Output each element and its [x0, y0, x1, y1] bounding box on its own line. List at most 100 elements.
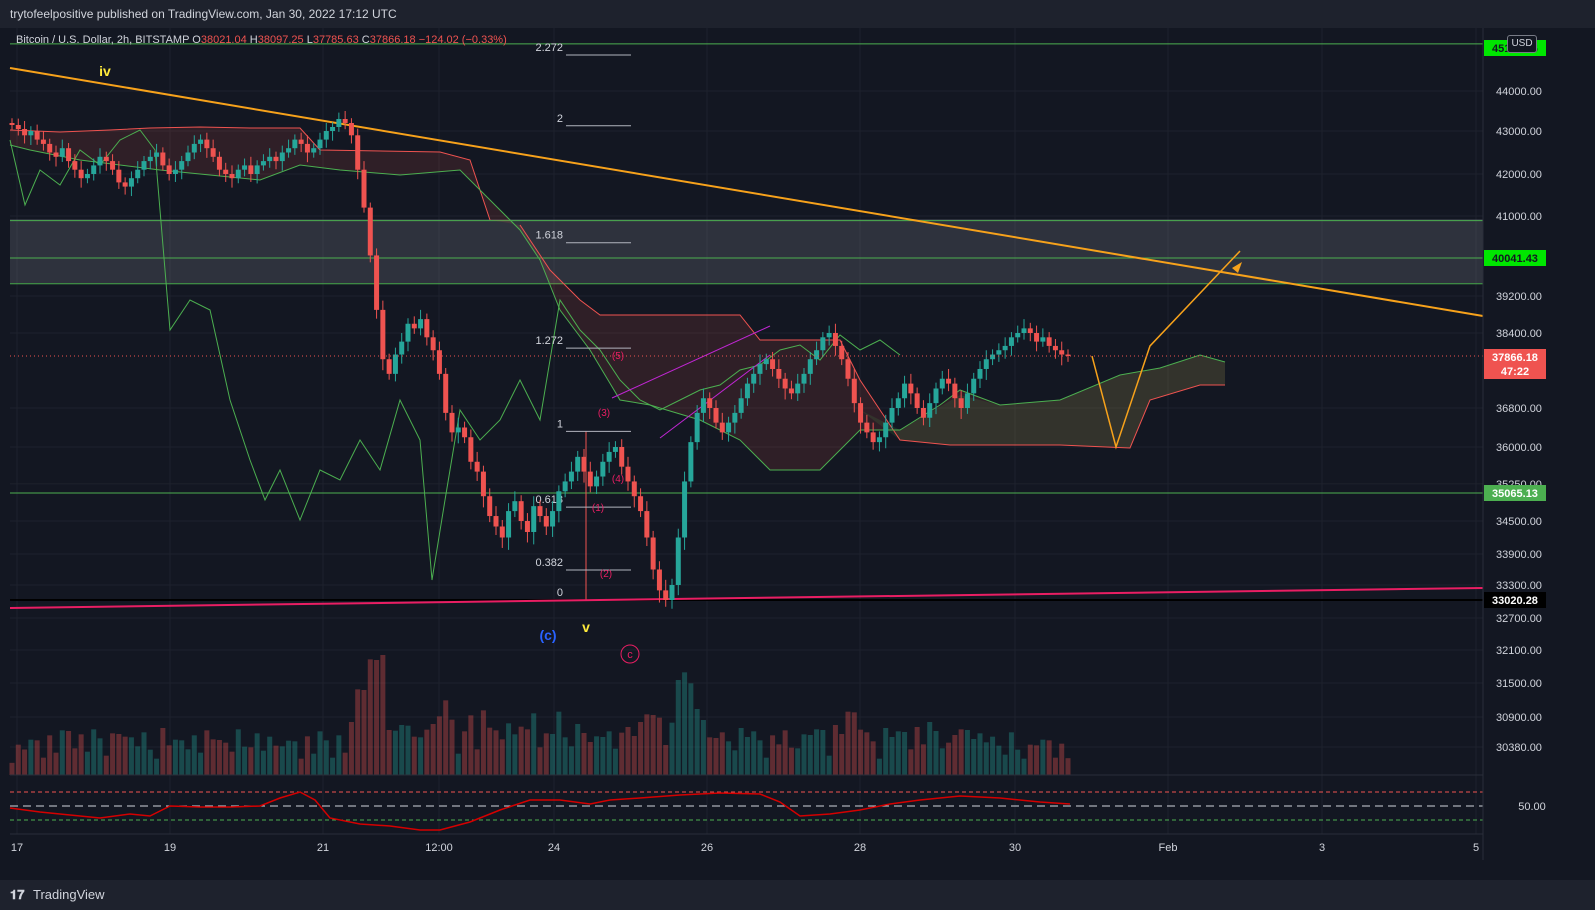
candle-body	[933, 388, 939, 404]
volume-bar	[103, 755, 109, 775]
candle-body	[311, 148, 317, 153]
volume-bar	[952, 735, 958, 775]
candle-body	[990, 354, 996, 360]
projection-arrowhead	[1232, 262, 1242, 273]
candle-body	[983, 359, 989, 369]
brand-name[interactable]: TradingView	[33, 887, 105, 902]
volume-bar	[543, 733, 549, 775]
candle-body	[644, 511, 650, 538]
candle-body	[751, 373, 757, 384]
volume-bar	[719, 732, 725, 775]
time-axis[interactable]: 17 19 21 12:00 24 26 28 30 Feb 3 5	[11, 842, 1479, 854]
candle-body	[870, 432, 876, 443]
candle-body	[34, 131, 40, 140]
volume-bar	[185, 749, 191, 775]
volume-bar	[939, 748, 945, 775]
close-value: 37866.18	[369, 34, 416, 46]
volume-bar	[424, 729, 430, 775]
candle-body	[568, 471, 574, 482]
candle-body	[1008, 337, 1014, 346]
price-badge	[1484, 349, 1546, 365]
fib-level-label: 0	[557, 587, 563, 599]
volume-bar	[1059, 743, 1065, 775]
volume-bar	[996, 745, 1002, 775]
volume-bar	[59, 730, 65, 775]
volume-bar	[732, 750, 738, 775]
candle-body	[902, 383, 908, 399]
time-tick-label: 5	[1473, 842, 1479, 854]
volume-bar	[568, 746, 574, 775]
volume-bar	[248, 747, 254, 775]
candle-body	[455, 427, 461, 433]
candle-body	[889, 408, 895, 423]
candle-body	[191, 143, 197, 153]
volume-bar	[902, 732, 908, 775]
price-tick-label: 43000.00	[1496, 126, 1542, 138]
volume-bar	[405, 725, 411, 775]
volume-bar	[889, 737, 895, 775]
volume-bar	[531, 713, 537, 775]
candle-body	[1059, 350, 1065, 355]
volume-bar	[788, 747, 794, 775]
candle-body	[895, 398, 901, 408]
candle-body	[845, 359, 851, 379]
volume-bar	[15, 744, 21, 775]
candle-body	[229, 174, 235, 179]
candle-body	[556, 491, 562, 512]
volume-bar	[436, 716, 442, 775]
candle-body	[757, 364, 763, 374]
price-axis[interactable]: 44000.00 43000.00 42000.00 41000.00 39200.00…	[1496, 86, 1542, 754]
volume-bar	[216, 740, 222, 775]
currency-badge[interactable]: USD	[1507, 35, 1537, 53]
candle-body	[223, 169, 229, 174]
candle-body	[110, 161, 116, 170]
volume-bar	[820, 730, 826, 775]
candle-body	[600, 461, 606, 477]
volume-bar	[298, 758, 304, 775]
volume-bar	[663, 745, 669, 775]
wave-label: (c)	[539, 627, 556, 643]
candle-body	[537, 506, 543, 517]
candle-body	[996, 350, 1002, 355]
volume-bar	[1034, 745, 1040, 775]
tradingview-logo-icon[interactable]: 𝟏𝟕	[10, 887, 25, 902]
time-tick-label: 19	[164, 842, 176, 854]
time-tick-label: 26	[701, 842, 713, 854]
fib-level-label: 0.618	[535, 494, 563, 506]
volume-bar	[223, 742, 229, 775]
candle-body	[550, 511, 556, 527]
volume-bar	[883, 728, 889, 775]
candle-body	[399, 341, 405, 355]
candle-body	[619, 447, 625, 467]
support-trendline	[9, 587, 1484, 609]
candle-body	[210, 148, 216, 157]
ohlc-legend: Bitcoin / U.S. Dollar, 2h, BITSTAMP O380…	[16, 34, 507, 46]
symbol-title[interactable]: Bitcoin / U.S. Dollar, 2h, BITSTAMP	[16, 34, 190, 46]
candle-body	[405, 323, 411, 342]
price-chart[interactable]: 2.272 2 1.618 1.272 1 0.618 0.382 0 iv v (c) c (1) (…	[0, 28, 1595, 880]
volume-bar	[499, 739, 505, 775]
indicator-pane	[9, 791, 1483, 831]
candle-body	[298, 139, 304, 144]
volume-bar	[336, 735, 342, 775]
candle-body	[506, 511, 512, 538]
candle-body	[719, 422, 725, 433]
candle-body	[248, 165, 254, 174]
volume-bar	[625, 727, 631, 775]
volume-bar	[455, 753, 461, 775]
volume-bar	[832, 725, 838, 775]
price-tick-label: 30900.00	[1496, 712, 1542, 724]
volume-bar	[839, 734, 845, 775]
volume-bar	[204, 730, 210, 775]
candle-body	[606, 451, 612, 462]
candle-body	[826, 333, 832, 338]
projection-path	[1091, 250, 1241, 450]
candle-body	[851, 378, 857, 404]
volume-bar	[260, 750, 266, 775]
volume-bar	[644, 714, 650, 775]
volume-bar	[971, 739, 977, 775]
open-value: 38021.04	[200, 34, 247, 46]
time-tick-label: 21	[317, 842, 329, 854]
candle-body	[9, 123, 15, 125]
volume-bar	[795, 748, 801, 775]
